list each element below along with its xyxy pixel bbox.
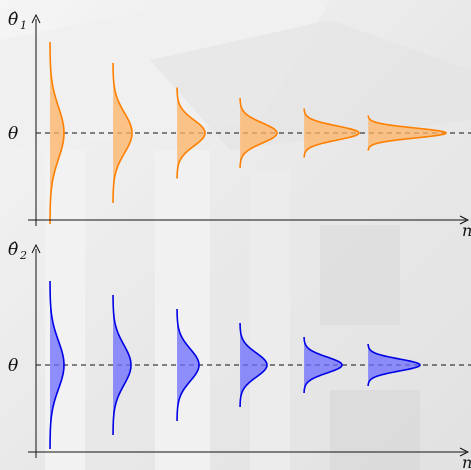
y-axis-label-subscript: 2 xyxy=(19,249,27,262)
figure: θ̂ 1 θ n θ̂ 2 θ n xyxy=(0,0,471,470)
y-axis-label-subscript: 1 xyxy=(20,19,27,32)
x-axis-label: n xyxy=(462,221,471,240)
background-photo xyxy=(0,0,471,470)
y-axis-label: θ̂ xyxy=(8,240,18,260)
y-axis-label: θ̂ xyxy=(8,10,18,30)
reference-label: θ xyxy=(8,356,18,376)
reference-label: θ xyxy=(8,124,18,144)
x-axis-label: n xyxy=(462,453,471,470)
